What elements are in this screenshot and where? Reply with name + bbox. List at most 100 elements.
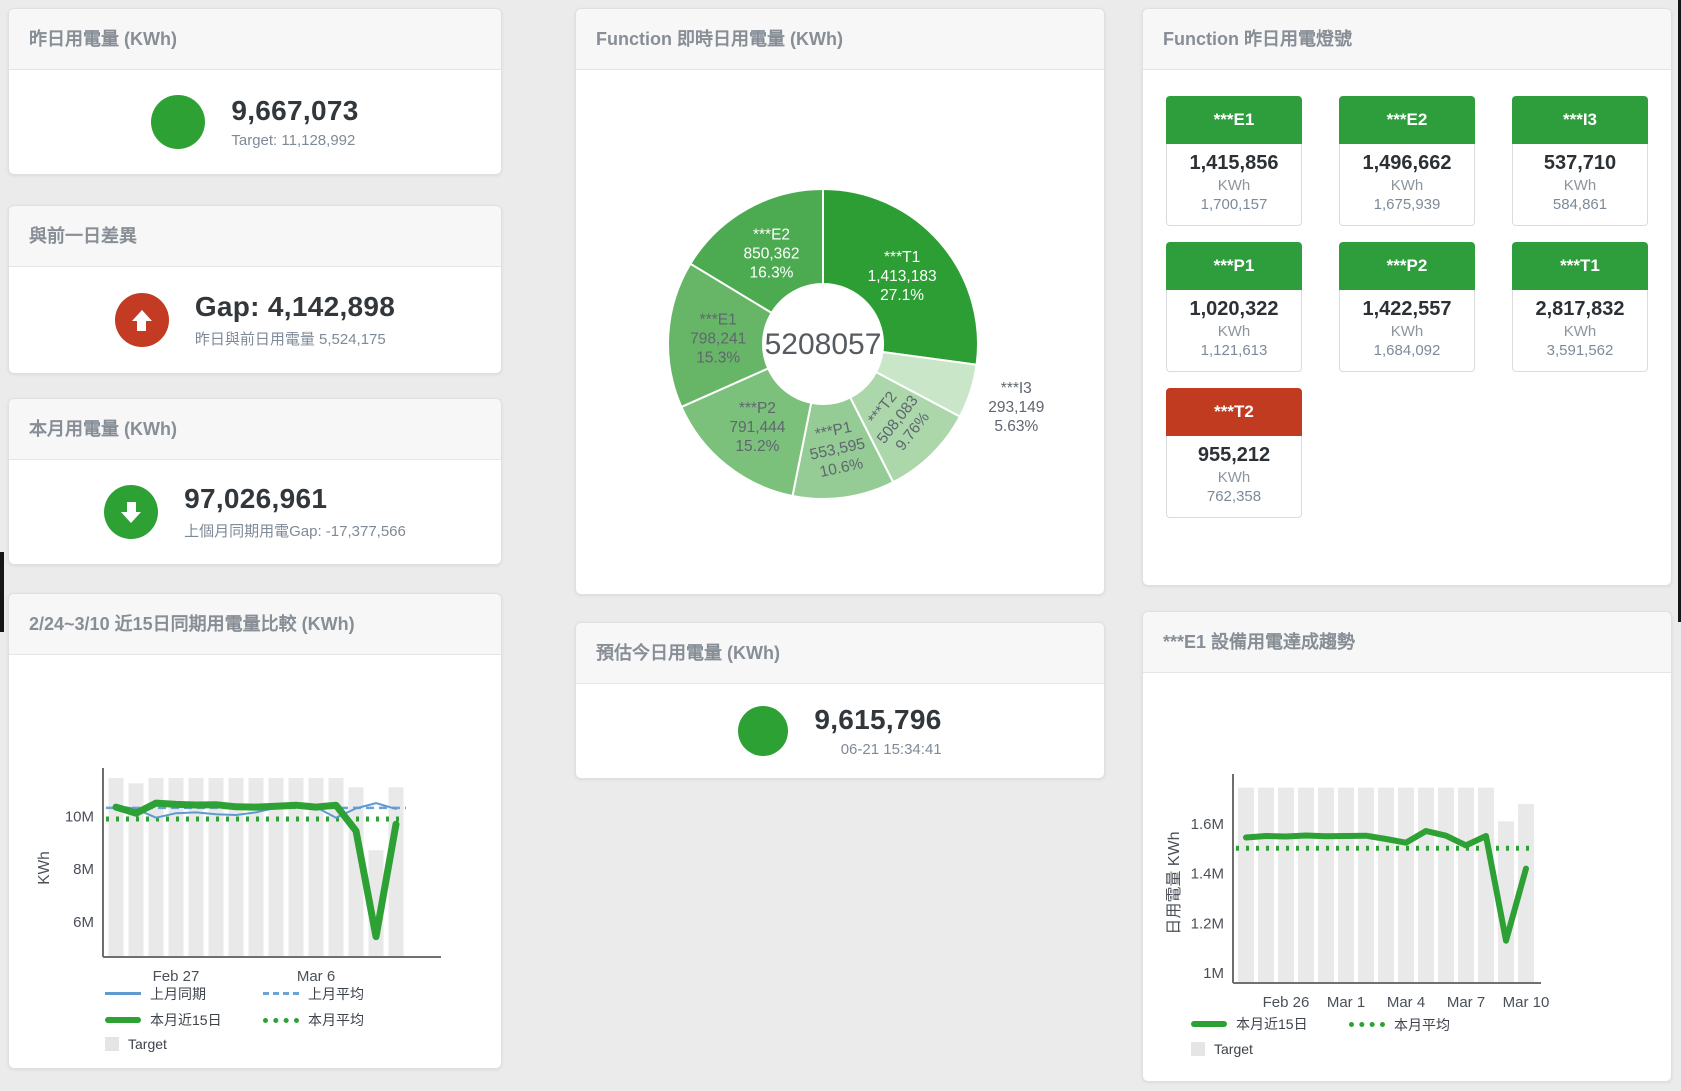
donut-label: ***E1 798,241 15.3% [690,311,746,366]
target-bar [148,778,164,957]
legend-item[interactable]: 本月平均 [263,1010,421,1030]
kpi-subtext: 昨日與前日用電量 5,524,175 [194,331,386,348]
status-circle-green-icon [151,95,206,149]
light-tile-T1: ***T1 2,817,832 KWh 3,591,562 [1512,242,1648,372]
y-tick-label: 8M [73,861,94,878]
legend-label: Target [128,1036,167,1052]
tile-body: 955,212 KWh 762,358 [1166,436,1302,518]
light-tile-T2: ***T2 955,212 KWh 762,358 [1166,388,1302,518]
kpi-value: 9,667,073 [231,95,359,126]
y-tick-label: 6M [73,914,94,931]
tile-unit: KWh [1217,323,1251,340]
card-e1-trend-chart: ***E1 設備用電達成趨勢 1M 1.2M 1.4M 1.6M Feb 26 Mar 1… [1142,611,1672,1082]
y-tick-label: 1.2M [1191,915,1224,932]
tile-unit: KWh [1217,177,1251,194]
x-tick-label: Feb 27 [153,968,200,984]
tile-body: 2,817,832 KWh 3,591,562 [1512,290,1648,372]
realtime-donut-chart: ***T1 1,413,183 27.1%***I3 293,149 5.63%***T… [667,187,1044,501]
y-tick-label: 1M [1203,965,1224,982]
legend-item[interactable]: 本月平均 [1349,1015,1507,1035]
legend-swatch-line-green-icon [105,1016,141,1023]
title-text: 2/24~3/10 近15日同期用電量比較 (KWh) [29,614,355,634]
tile-unit: KWh [1563,177,1597,194]
donut-label: ***E2 850,362 16.3% [743,227,799,282]
legend-swatch-line-green-icon [1191,1021,1227,1027]
legend-item[interactable]: 上月同期 [105,984,263,1004]
target-bar [1278,787,1294,983]
card-15day-comparison-chart: 2/24~3/10 近15日同期用電量比較 (KWh) 6M 8M 10M Feb 2… [8,593,502,1069]
target-bar [1258,787,1274,983]
tile-target: 1,684,092 [1373,342,1441,359]
legend-item[interactable]: 本月近15日 [1191,1014,1349,1034]
card-title-month: 本月用電量 (KWh) [9,399,501,460]
legend-label: 本月近15日 [150,1011,222,1028]
tile-unit: KWh [1390,323,1424,340]
card-title-gap: 與前一日差異 [9,206,501,267]
donut-segment-P2 [680,367,813,498]
tile-target: 1,121,613 [1200,342,1268,359]
target-bar [1298,787,1314,983]
target-bar [108,778,124,957]
card-gap-vs-previous-day: 與前一日差異 Gap: 4,142,898 昨日與前日用電量 5,524,175 [8,205,502,374]
legend-item[interactable]: 本月近15日 [105,1010,263,1030]
legend-label: Target [1214,1040,1253,1057]
e1-chart-legend: 本月近15日 本月平均 Target [1191,1014,1507,1067]
target-bar [188,778,204,957]
legend-swatch-bar-gray-icon [105,1037,119,1051]
scrollbar[interactable] [1678,0,1681,622]
target-bar [1238,787,1254,983]
tile-value: 2,817,832 [1535,298,1625,320]
kpi-subtext: Target: 11,128,992 [231,132,356,149]
card-title-e1-trend: ***E1 設備用電達成趨勢 [1143,612,1671,673]
card-title-lights: Function 昨日用電燈號 [1143,9,1671,70]
legend-row: Target [105,1036,421,1056]
card-title-realtime: Function 即時日用電量 (KWh) [576,9,1104,70]
donut-segment-T1 [822,187,979,366]
light-tile-E2: ***E2 1,496,662 KWh 1,675,939 [1339,96,1475,226]
legend-label: 上月平均 [308,985,364,1002]
card-yesterday-usage: 昨日用電量 (KWh) 9,667,073 Target: 11,128,992 [8,8,502,175]
up-arrow-icon [114,293,169,347]
series-line [112,799,400,941]
legend-row: 本月近15日 本月平均 [1191,1014,1507,1035]
tile-label: ***P2 [1339,242,1475,290]
y-tick-label: 1.4M [1191,866,1224,883]
title-text: Function 昨日用電燈號 [1163,29,1352,49]
legend-item[interactable]: Target [105,1036,263,1052]
legend-item[interactable]: Target [1191,1041,1349,1057]
tile-unit: KWh [1563,323,1597,340]
x-tick-label: Feb 26 [1263,994,1310,1011]
light-tile-E1: ***E1 1,415,856 KWh 1,700,157 [1166,96,1302,226]
legend-item[interactable]: 上月平均 [263,984,421,1004]
legend-swatch-line-blue-icon [105,992,141,995]
series-line [1243,828,1529,944]
legend-label: 本月近15日 [1236,1016,1308,1032]
target-bar [128,783,144,957]
target-bar [1318,787,1334,983]
light-tile-P2: ***P2 1,422,557 KWh 1,684,092 [1339,242,1475,372]
target-bar [208,778,224,957]
card-month-usage: 本月用電量 (KWh) 97,026,961 上個月同期用電Gap: -17,3… [8,398,502,565]
target-bar [288,778,304,957]
x-tick-label: Mar 7 [1447,994,1485,1011]
target-bar [1418,787,1434,983]
target-bar [1338,787,1354,983]
status-tiles-grid: ***E1 1,415,856 KWh 1,700,157 ***E2 1,496,662… [1143,70,1671,518]
target-bar [328,778,344,957]
comparison-chart-legend: 上月同期 上月平均本月近15日 本月平均 Target [105,982,421,1062]
target-bar [228,778,244,957]
target-bar [1438,787,1454,983]
kpi-body: Gap: 4,142,898 昨日與前日用電量 5,524,175 [9,267,501,373]
tile-value: 1,422,557 [1362,298,1452,320]
target-bar [1518,803,1534,983]
donut-label: ***P2 791,444 15.2% [729,400,785,455]
tile-target: 3,591,562 [1546,342,1614,359]
tile-value: 1,496,662 [1362,152,1452,174]
tile-target: 762,358 [1206,488,1262,505]
legend-row: 上月同期 上月平均 [105,982,421,1004]
tile-value: 1,415,856 [1189,152,1279,174]
kpi-body: 9,615,796 06-21 15:34:41 [576,684,1104,778]
title-text: 昨日用電量 (KWh) [29,29,177,49]
title-text: ***E1 設備用電達成趨勢 [1163,632,1356,652]
